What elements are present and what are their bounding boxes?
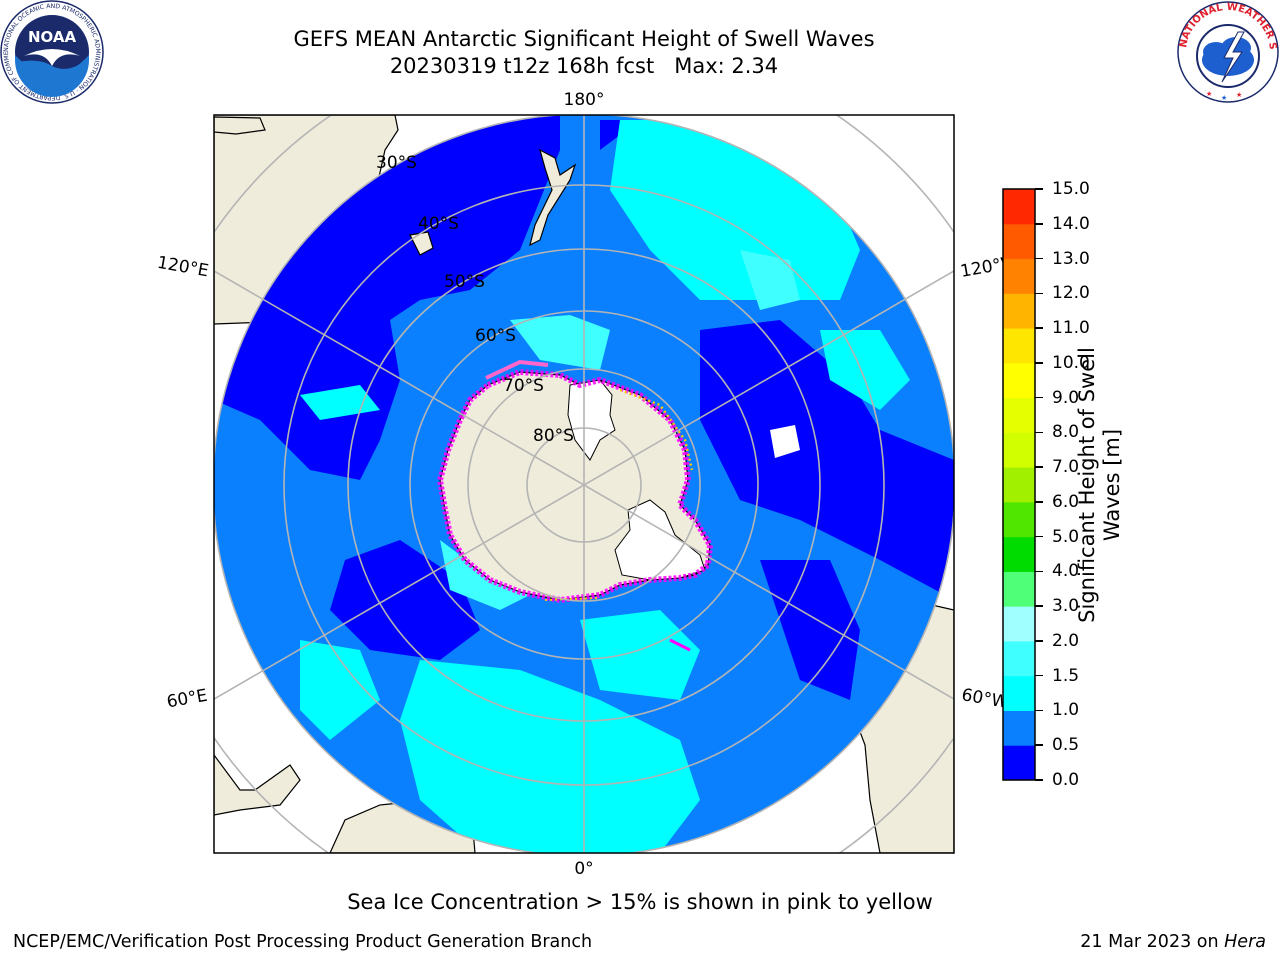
colorbar-tick-mark — [1035, 640, 1043, 642]
colorbar-tick-mark — [1035, 431, 1043, 434]
svg-text:★: ★ — [1221, 94, 1227, 102]
footer-date: 21 Mar 2023 on Hera — [1080, 932, 1266, 952]
colorbar-band — [1003, 432, 1035, 468]
colorbar-tick-label: 3.0 — [1052, 596, 1080, 617]
colorbar-tick-label: 8.0 — [1052, 422, 1080, 443]
colorbar-band — [1003, 362, 1035, 399]
graticule — [214, 115, 954, 853]
colorbar-tick-label: 14.0 — [1052, 213, 1090, 234]
noaa-logo-text: NOAA — [28, 28, 77, 46]
colorbar-tick-label: 12.0 — [1052, 283, 1090, 304]
colorbar — [1002, 188, 1036, 781]
lon-label-0: 0° — [574, 859, 593, 879]
colorbar-band — [1003, 189, 1035, 225]
colorbar-tick-label: 4.0 — [1052, 561, 1080, 582]
colorbar-tick-label: 7.0 — [1052, 457, 1080, 478]
colorbar-band — [1003, 467, 1035, 503]
lat-label-60s: 60°S — [475, 326, 516, 346]
colorbar-tick-mark — [1035, 466, 1043, 468]
colorbar-band — [1003, 223, 1035, 260]
colorbar-tick-label: 15.0 — [1052, 179, 1090, 199]
colorbar-tick-label: 13.0 — [1052, 248, 1090, 269]
colorbar-tick-mark — [1035, 535, 1043, 538]
colorbar-tick-label: 2.0 — [1052, 630, 1080, 651]
colorbar-tick-label: 1.5 — [1052, 665, 1080, 686]
footer-host: Hera — [1224, 932, 1266, 952]
colorbar-tick-label: 5.0 — [1052, 526, 1080, 547]
svg-text:★: ★ — [1236, 91, 1242, 99]
lat-label-50s: 50°S — [444, 272, 485, 292]
colorbar-tick-mark — [1035, 362, 1043, 364]
colorbar-tick-label: 6.0 — [1052, 491, 1080, 512]
colorbar-band — [1003, 501, 1035, 538]
colorbar-band — [1003, 258, 1035, 294]
lat-label-30s: 30°S — [376, 153, 417, 173]
nws-logo: NATIONAL WEATHER SERVICE ★ ★ ★ — [1176, 0, 1279, 103]
colorbar-tick-label: 0.5 — [1052, 735, 1080, 756]
colorbar-tick-mark — [1035, 223, 1043, 225]
colorbar-band — [1003, 571, 1035, 607]
colorbar-band — [1003, 745, 1035, 781]
lon-label-60e: 60°E — [165, 686, 209, 713]
colorbar-band — [1003, 675, 1035, 711]
madagascar-landmass — [214, 753, 301, 816]
colorbar-tick-mark — [1035, 327, 1043, 329]
colorbar-tick-mark — [1035, 709, 1043, 712]
colorbar-tick-mark — [1035, 396, 1043, 399]
colorbar-band — [1003, 606, 1035, 642]
map-frame — [213, 114, 955, 854]
colorbar-tick-mark — [1035, 257, 1043, 260]
colorbar-band — [1003, 293, 1035, 329]
colorbar-tick-label: 9.0 — [1052, 387, 1080, 408]
chart-subtitle: 20230319 t12z 168h fcst Max: 2.34 — [389, 54, 779, 78]
colorbar-band — [1003, 640, 1035, 677]
colorbar-tick-label: 10.0 — [1052, 352, 1090, 373]
colorbar-tick-mark — [1035, 501, 1043, 503]
colorbar-band — [1003, 328, 1035, 364]
chart-title: GEFS MEAN Antarctic Significant Height o… — [293, 27, 875, 51]
lat-label-80s: 80°S — [533, 426, 574, 446]
noaa-logo: NATIONAL OCEANIC AND ATMOSPHERIC ADMINIS… — [0, 0, 104, 104]
footer-credit: NCEP/EMC/Verification Post Processing Pr… — [13, 932, 593, 952]
colorbar-tick-label: 11.0 — [1052, 318, 1090, 339]
colorbar-tick-mark — [1035, 570, 1043, 573]
sea-ice-caption: Sea Ice Concentration > 15% is shown in … — [347, 890, 933, 914]
lon-label-120e: 120°E — [156, 253, 210, 282]
colorbar-tick-label: 0.0 — [1052, 770, 1080, 790]
colorbar-tick-label: 1.0 — [1052, 700, 1080, 721]
lat-label-70s: 70°S — [503, 376, 544, 396]
colorbar-tick-mark — [1035, 779, 1043, 781]
svg-text:★: ★ — [1206, 90, 1212, 98]
lat-label-40s: 40°S — [418, 214, 459, 234]
sea-ice-edge — [436, 368, 714, 604]
colorbar-band — [1003, 397, 1035, 433]
colorbar-tick-mark — [1035, 744, 1043, 746]
colorbar-tick-mark — [1035, 188, 1043, 190]
colorbar-tick-mark — [1035, 292, 1043, 295]
colorbar-band — [1003, 536, 1035, 572]
colorbar-tick-mark — [1035, 605, 1043, 607]
colorbar-band — [1003, 710, 1035, 746]
colorbar-tick-mark — [1035, 674, 1043, 677]
lon-label-180: 180° — [564, 90, 605, 110]
